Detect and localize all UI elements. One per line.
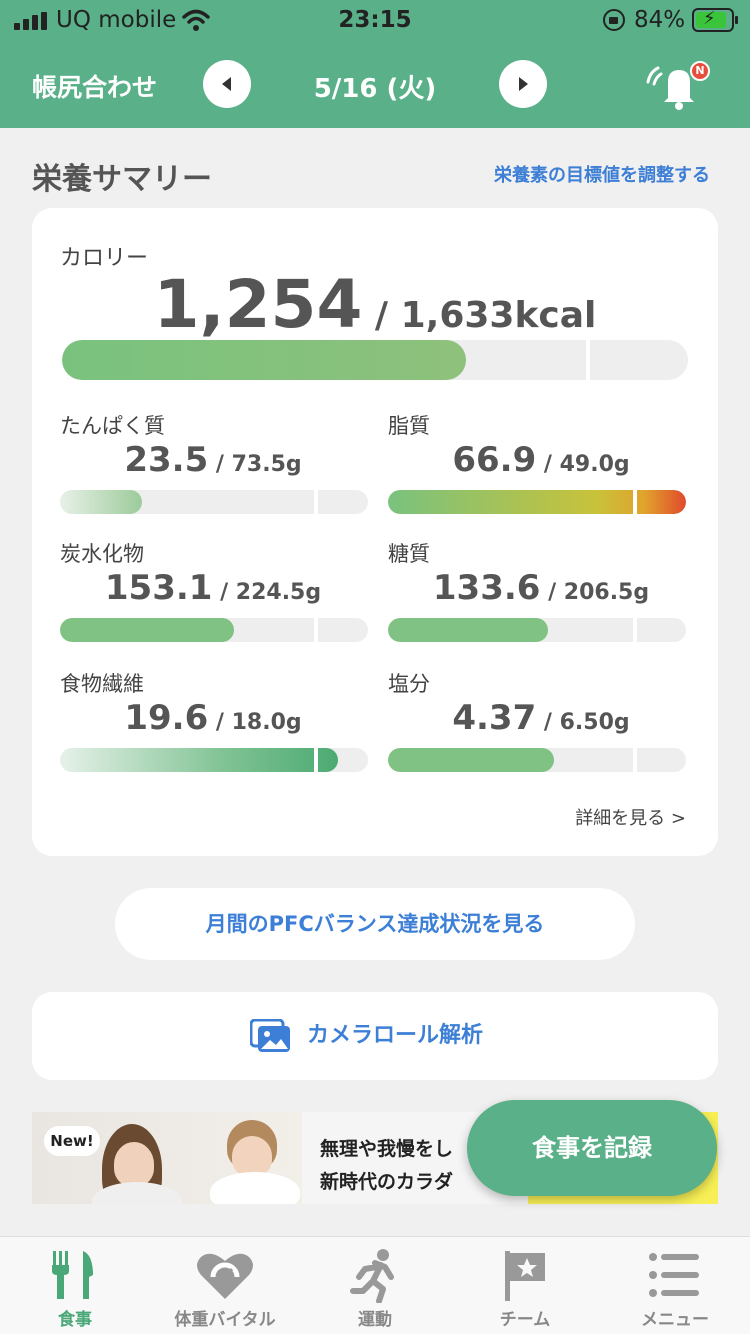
nutrient-value: 4.37	[452, 698, 537, 738]
banner-text-line2: 新時代のカラダ	[320, 1171, 454, 1193]
nutrient-progress-bar	[60, 490, 368, 514]
tab-label: チーム	[499, 1310, 551, 1330]
ad-banner[interactable]: New! 無理や我慢をし 新時代のカラダ	[32, 1112, 718, 1204]
orientation-lock-icon	[603, 9, 625, 31]
pfc-balance-button[interactable]: 月間のPFCバランス達成状況を見る	[115, 888, 635, 960]
wifi-icon	[182, 9, 210, 31]
battery-icon: ⚡	[692, 8, 738, 32]
photo-gallery-icon	[250, 1019, 290, 1052]
status-time: 23:15	[338, 7, 412, 33]
tab-label: メニュー	[641, 1310, 709, 1330]
tab-label: 体重バイタル	[174, 1310, 276, 1330]
nutrient-value: 133.6	[432, 568, 541, 608]
nutrient-label: たんぱく質	[60, 414, 165, 438]
tab-weight-vital[interactable]: 体重バイタル	[150, 1237, 300, 1334]
nutrient-label: 炭水化物	[60, 542, 144, 566]
notification-badge: N	[690, 61, 710, 81]
nutrient-target: / 73.5g	[208, 452, 302, 477]
nutrient-progress-fill	[60, 748, 339, 772]
nutrient-values: 4.37 / 6.50g	[388, 698, 694, 738]
nutrient-progress-bar	[388, 490, 686, 514]
next-date-button[interactable]	[499, 60, 547, 108]
details-link[interactable]: 詳細を見る >	[575, 808, 686, 829]
tab-bar: 食事 体重バイタル 運動 チーム メニュー	[0, 1236, 750, 1334]
calorie-label: カロリー	[60, 246, 149, 271]
calorie-progress-fill	[62, 340, 466, 380]
nutrient-values: 133.6 / 206.5g	[388, 568, 694, 608]
camera-roll-button[interactable]: カメラロール解析	[32, 992, 718, 1080]
calorie-target: / 1,633kcal	[362, 295, 597, 336]
nutrient-target: / 6.50g	[536, 710, 630, 735]
prev-date-button[interactable]	[203, 60, 251, 108]
nutrient-target: / 224.5g	[212, 580, 322, 605]
nutrient-progress-fill	[388, 748, 555, 772]
nutrient-target: / 18.0g	[208, 710, 302, 735]
camera-roll-label: カメラロール解析	[306, 1023, 483, 1048]
nutrition-summary-card: カロリー 1,254 / 1,633kcal たんぱく質 23.5 / 73.5g…	[32, 208, 718, 856]
fork-knife-icon	[52, 1251, 93, 1299]
calorie-target-marker	[585, 340, 590, 380]
signal-icon	[14, 12, 48, 30]
current-date[interactable]: 5/16 (火)	[313, 74, 437, 104]
nutrient-progress-fill	[60, 490, 142, 514]
nutrient-value: 19.6	[124, 698, 209, 738]
nutrient-progress-bar	[60, 618, 368, 642]
nutrient-progress-bar	[60, 748, 368, 772]
header-bar: UQ mobile 23:15 84% ⚡ 帳尻合わせ 5/16 (火) N	[0, 0, 750, 128]
status-bar: UQ mobile 23:15 84% ⚡	[0, 0, 750, 42]
chevron-left-icon	[222, 77, 231, 91]
nutrient-label: 食物繊維	[60, 672, 144, 696]
nutrient-progress-fill	[60, 618, 234, 642]
section-title: 栄養サマリー	[32, 162, 212, 197]
nutrient-target: / 206.5g	[540, 580, 650, 605]
nutrient-progress-bar	[388, 748, 686, 772]
nutrient-target: / 49.0g	[536, 452, 630, 477]
notification-bell-icon[interactable]	[644, 60, 706, 110]
heart-scale-icon	[197, 1253, 253, 1299]
nutrient-values: 66.9 / 49.0g	[388, 440, 694, 480]
tab-label: 運動	[358, 1310, 392, 1330]
tab-exercise[interactable]: 運動	[300, 1237, 450, 1334]
page-title: 帳尻合わせ	[32, 73, 158, 102]
tab-team[interactable]: チーム	[450, 1237, 600, 1334]
nutrient-progress-fill	[388, 618, 549, 642]
nutrient-value: 66.9	[452, 440, 537, 480]
tab-menu[interactable]: メニュー	[600, 1237, 750, 1334]
nutrient-values: 23.5 / 73.5g	[60, 440, 366, 480]
calorie-values: 1,254 / 1,633kcal	[32, 266, 718, 343]
nutrient-target-marker	[633, 748, 638, 772]
nutrient-values: 153.1 / 224.5g	[60, 568, 366, 608]
nutrient-target-marker	[313, 490, 318, 514]
calorie-value: 1,254	[153, 266, 363, 343]
nutrient-progress-bar	[388, 618, 686, 642]
tab-meal[interactable]: 食事	[0, 1237, 150, 1334]
nutrient-target-marker	[633, 618, 638, 642]
chevron-right-icon	[519, 77, 528, 91]
nutrient-label: 塩分	[388, 672, 430, 696]
menu-icon	[649, 1253, 699, 1297]
nutrient-target-marker	[313, 748, 318, 772]
nutrient-progress-fill	[388, 490, 686, 514]
record-meal-button[interactable]: 食事を記録	[467, 1100, 717, 1196]
nutrient-label: 脂質	[388, 414, 430, 438]
calorie-progress-bar	[62, 340, 688, 380]
nutrient-target-marker	[313, 618, 318, 642]
carrier-name: UQ mobile	[56, 7, 177, 33]
new-badge: New!	[44, 1126, 100, 1156]
running-icon	[350, 1249, 394, 1303]
nutrient-value: 23.5	[124, 440, 209, 480]
nutrient-target-marker	[633, 490, 638, 514]
tab-label: 食事	[58, 1310, 92, 1330]
battery-percent: 84%	[634, 7, 686, 33]
flag-icon	[505, 1251, 545, 1301]
nutrient-values: 19.6 / 18.0g	[60, 698, 366, 738]
nutrient-label: 糖質	[388, 542, 430, 566]
adjust-targets-link[interactable]: 栄養素の目標値を調整する	[494, 165, 710, 186]
banner-text-line1: 無理や我慢をし	[320, 1138, 454, 1160]
nutrient-value: 153.1	[104, 568, 213, 608]
